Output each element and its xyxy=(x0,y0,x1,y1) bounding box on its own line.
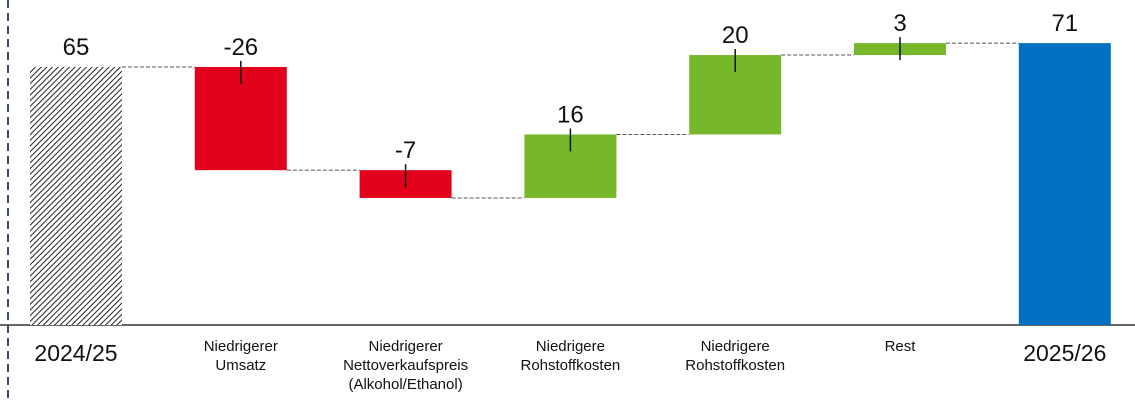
bar xyxy=(30,66,122,325)
x-tick-label: Niedrigere Rohstoffkosten xyxy=(685,338,786,374)
x-tick-label: Niedrigere Rohstoffkosten xyxy=(520,338,621,374)
value-label: 71 xyxy=(1051,10,1078,37)
value-label: 65 xyxy=(63,34,90,61)
x-tick-label: 2025/26 xyxy=(1023,340,1107,366)
bar xyxy=(1018,43,1111,325)
value-label: 16 xyxy=(557,101,584,128)
x-tick-label: Niedrigerer Nettoverkaufspreis (Alkohol/… xyxy=(343,338,469,393)
x-tick-label: Rest xyxy=(884,338,916,355)
value-label: -7 xyxy=(395,137,416,164)
value-label: -26 xyxy=(223,34,258,61)
x-tick-label: Niedrigerer Umsatz xyxy=(203,338,278,374)
bar xyxy=(194,66,287,171)
x-tick-label: 2024/25 xyxy=(34,340,118,366)
value-label: 3 xyxy=(893,10,906,37)
value-label: 20 xyxy=(722,22,749,49)
